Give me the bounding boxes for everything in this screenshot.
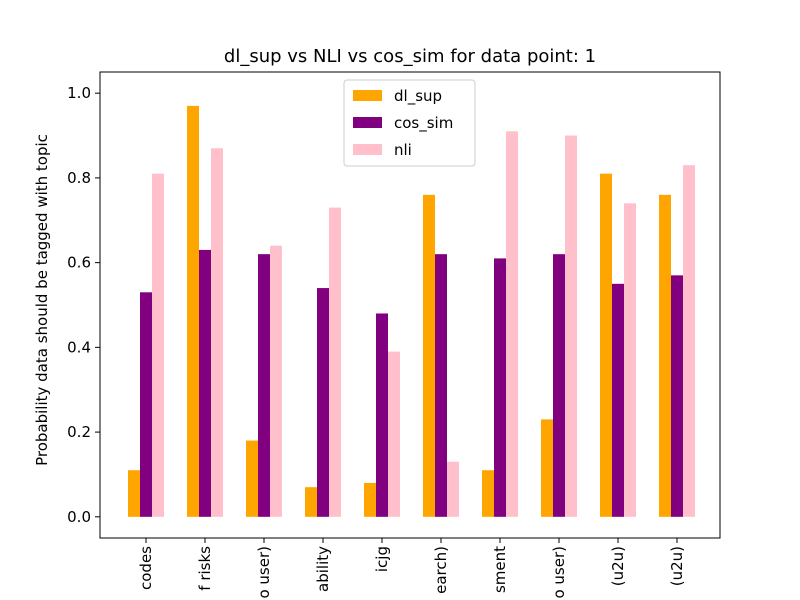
bar-nli-0 xyxy=(152,173,164,517)
y-tick-label-5: 1.0 xyxy=(67,84,91,102)
legend-label-cos_sim: cos_sim xyxy=(394,114,453,133)
bar-nli-6 xyxy=(506,131,518,517)
y-tick-label-1: 0.2 xyxy=(67,423,91,441)
x-tick-label-3: ability xyxy=(314,546,332,592)
bar-nli-9 xyxy=(683,165,695,517)
bar-dl_sup-8 xyxy=(600,173,612,517)
bar-cos_sim-2 xyxy=(258,254,270,517)
x-tick-label-8: (u2u) xyxy=(609,546,627,586)
y-axis-label: Probability data should be tagged with t… xyxy=(33,134,51,466)
legend-label-nli: nli xyxy=(394,141,412,159)
legend-swatch-dl_sup xyxy=(353,90,382,101)
bar-cos_sim-5 xyxy=(435,254,447,517)
chart-title: dl_sup vs NLI vs cos_sim for data point:… xyxy=(224,46,596,67)
bar-cos_sim-8 xyxy=(612,283,624,517)
bar-cos_sim-6 xyxy=(494,258,506,517)
x-tick-label-6: sment xyxy=(491,546,509,593)
bar-nli-2 xyxy=(270,245,282,517)
bar-cos_sim-4 xyxy=(376,313,388,517)
bar-dl_sup-9 xyxy=(659,194,671,517)
legend-swatch-cos_sim xyxy=(353,117,382,128)
x-tick-label-5: earch) xyxy=(432,546,450,594)
legend-swatch-nli xyxy=(353,144,382,155)
plot-area-frame xyxy=(99,71,721,539)
bar-dl_sup-0 xyxy=(128,470,140,517)
x-tick-label-0: codes xyxy=(137,546,155,590)
bar-dl_sup-3 xyxy=(305,487,317,517)
y-tick-label-3: 0.6 xyxy=(67,254,91,272)
bar-cos_sim-1 xyxy=(199,249,211,517)
bars-layer xyxy=(128,105,695,517)
bar-dl_sup-1 xyxy=(187,105,199,517)
bar-cos_sim-0 xyxy=(140,292,152,517)
bar-dl_sup-6 xyxy=(482,470,494,517)
x-tick-label-7: o user) xyxy=(550,546,568,599)
legend-label-dl_sup: dl_sup xyxy=(394,87,442,106)
y-tick-label-0: 0.0 xyxy=(67,508,91,526)
bar-nli-7 xyxy=(565,135,577,517)
x-tick-label-4: icjg xyxy=(373,546,391,572)
bar-dl_sup-5 xyxy=(423,194,435,517)
x-tick-label-2: o user) xyxy=(255,546,273,599)
bar-dl_sup-7 xyxy=(541,419,553,517)
bar-nli-4 xyxy=(388,351,400,517)
x-axis: codes f risks o user) ability icjg earch) smen… xyxy=(137,538,686,599)
bar-nli-3 xyxy=(329,207,341,517)
bar-nli-1 xyxy=(211,148,223,517)
x-tick-label-9: (u2u) xyxy=(668,546,686,586)
y-tick-label-2: 0.4 xyxy=(67,338,91,356)
bar-cos_sim-9 xyxy=(671,275,683,517)
bar-nli-5 xyxy=(447,461,459,517)
bar-dl_sup-2 xyxy=(246,440,258,517)
bar-cos_sim-3 xyxy=(317,288,329,517)
y-axis: 0.0 0.2 0.4 0.6 0.8 1.0 xyxy=(67,84,100,526)
bar-dl_sup-4 xyxy=(364,482,376,517)
y-tick-label-4: 0.8 xyxy=(67,169,91,187)
bar-nli-8 xyxy=(624,203,636,517)
x-tick-label-1: f risks xyxy=(196,546,214,591)
bar-cos_sim-7 xyxy=(553,254,565,517)
